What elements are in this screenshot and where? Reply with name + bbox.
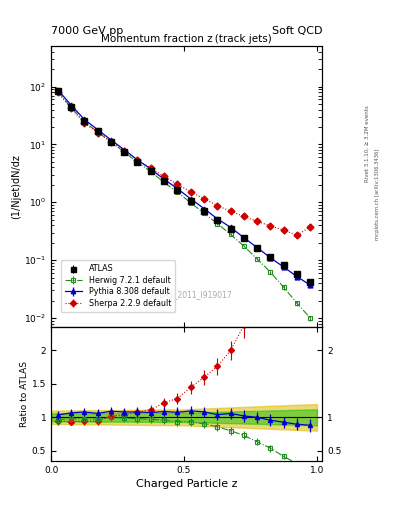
Text: ATLAS_2011_I919017: ATLAS_2011_I919017: [151, 290, 233, 299]
Title: Momentum fraction z (track jets): Momentum fraction z (track jets): [101, 34, 272, 44]
Y-axis label: Ratio to ATLAS: Ratio to ATLAS: [20, 361, 29, 427]
Text: 7000 GeV pp: 7000 GeV pp: [51, 26, 123, 36]
Text: Soft QCD: Soft QCD: [272, 26, 322, 36]
Text: Rivet 3.1.10, ≥ 3.2M events: Rivet 3.1.10, ≥ 3.2M events: [365, 105, 370, 182]
X-axis label: Charged Particle z: Charged Particle z: [136, 479, 237, 489]
Y-axis label: (1/Njet)dN/dz: (1/Njet)dN/dz: [11, 154, 21, 219]
Legend: ATLAS, Herwig 7.2.1 default, Pythia 8.308 default, Sherpa 2.2.9 default: ATLAS, Herwig 7.2.1 default, Pythia 8.30…: [61, 261, 175, 312]
Text: mcplots.cern.ch [arXiv:1306.3436]: mcplots.cern.ch [arXiv:1306.3436]: [375, 149, 380, 240]
